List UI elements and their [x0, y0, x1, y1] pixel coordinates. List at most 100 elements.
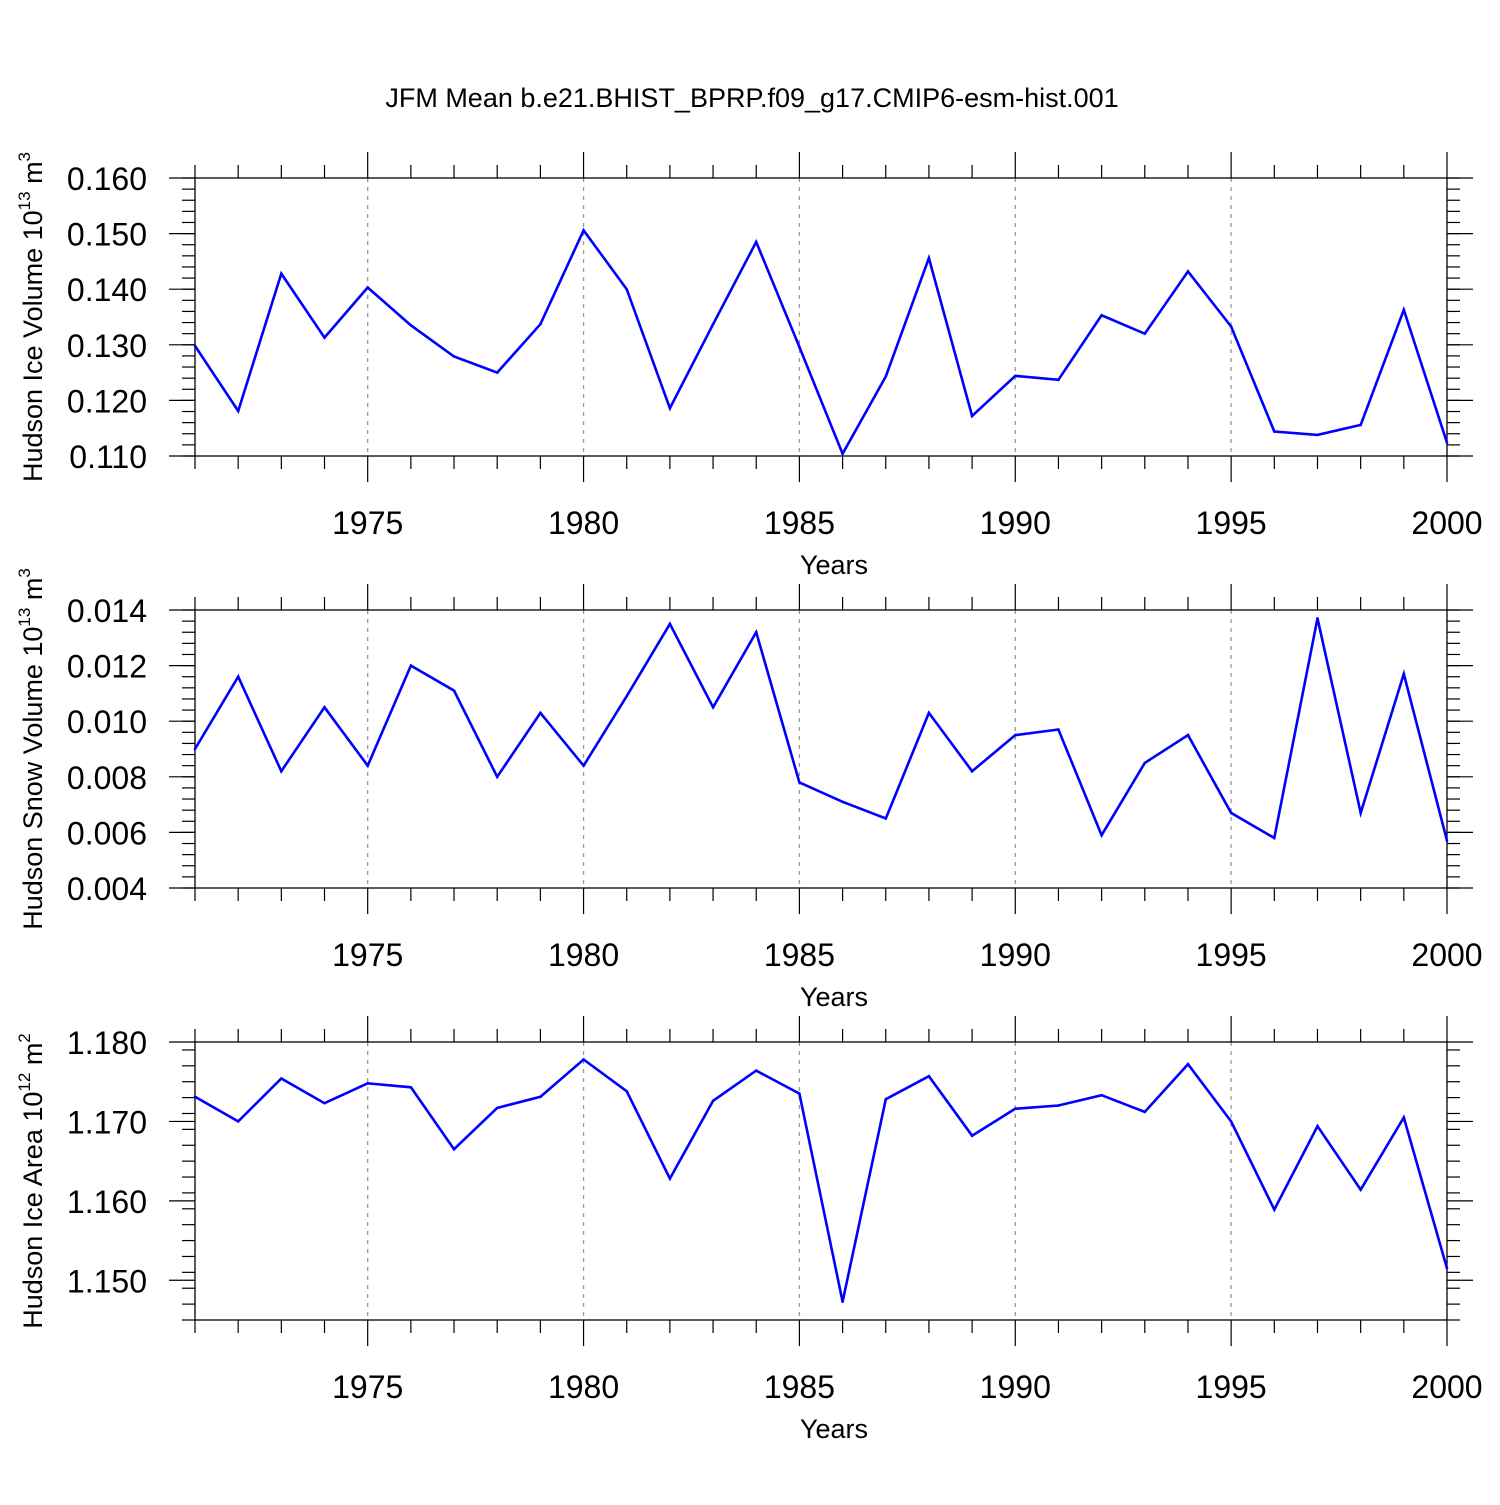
data-point: [841, 800, 844, 804]
data-point: [1186, 270, 1190, 273]
x-axis-title: Years: [800, 982, 868, 1012]
data-point: [1143, 761, 1147, 765]
data-point: [1402, 308, 1406, 312]
data-point: [1013, 733, 1017, 737]
y-axis-title-main: Hudson Ice Volume 10: [18, 210, 48, 482]
data-point: [193, 344, 197, 348]
data-point: [1186, 733, 1190, 737]
data-point: [927, 256, 931, 260]
data-point: [366, 1082, 369, 1085]
y-axis-title: Hudson Ice Area 1012 m2: [15, 1033, 48, 1329]
x-tick-label: 1985: [764, 1369, 835, 1405]
data-point: [884, 1097, 888, 1101]
data-point: [668, 406, 672, 410]
data-point: [366, 764, 369, 767]
series-line: [193, 227, 1449, 457]
plot-frame: [194, 177, 1448, 457]
y-axis-title-exponent: 13: [15, 191, 34, 210]
y-tick-label: 0.014: [67, 593, 147, 629]
data-point: [1229, 811, 1233, 815]
data-point: [1359, 811, 1362, 815]
y-axis-title-unit: m: [18, 578, 48, 608]
x-tick-label: 2000: [1411, 937, 1482, 973]
x-tick-label: 2000: [1411, 1369, 1482, 1405]
data-point: [711, 1099, 715, 1103]
data-point: [1445, 441, 1449, 444]
y-tick-label: 0.140: [67, 272, 147, 308]
x-tick-label: 1985: [764, 505, 835, 541]
plot-frame: [194, 1041, 1448, 1321]
data-point: [1100, 314, 1103, 317]
y-tick-label: 0.004: [67, 871, 147, 907]
data-point: [1273, 836, 1276, 840]
data-point: [798, 345, 801, 349]
y-tick-label: 0.130: [67, 328, 147, 364]
data-point: [1316, 617, 1319, 620]
data-point: [1143, 1110, 1147, 1114]
y-axis-title: Hudson Ice Volume 1013 m3: [15, 152, 48, 482]
data-point: [193, 1095, 197, 1099]
x-tick-label: 1995: [1196, 1369, 1267, 1405]
data-point: [754, 240, 758, 244]
y-tick-label: 0.012: [67, 649, 147, 685]
data-point: [409, 664, 413, 667]
x-tick-label: 1990: [980, 1369, 1051, 1405]
data-point: [452, 355, 456, 358]
y-tick-label: 1.170: [67, 1104, 147, 1140]
data-point: [1316, 433, 1319, 437]
y-axis-title-exponent: 13: [15, 608, 34, 627]
data-point: [970, 769, 974, 773]
x-tick-label: 1990: [980, 937, 1051, 973]
chart-panel-3: 1975 1980 1985 1990 1995 2000 Years 1.150 1.160 1…: [15, 1016, 1483, 1444]
data-point: [1057, 728, 1060, 731]
data-point: [280, 1077, 283, 1080]
x-tick-label: 1975: [332, 937, 403, 973]
y-tick-label: 0.110: [69, 439, 147, 475]
plot-frame: [194, 609, 1448, 889]
data-point: [366, 286, 369, 289]
y-tick-label: 0.010: [67, 704, 147, 740]
data-point: [884, 817, 888, 820]
data-point: [495, 1106, 499, 1110]
data-point: [927, 1074, 931, 1078]
data-point: [754, 630, 758, 634]
series-line: [194, 1057, 1449, 1302]
x-tick-label: 2000: [1411, 505, 1482, 541]
y-axis-title-unit: m: [18, 161, 48, 191]
data-point: [841, 1300, 844, 1304]
data-point: [668, 622, 672, 626]
y-axis-title-exponent: 12: [15, 1073, 34, 1092]
data-point: [1100, 833, 1103, 837]
x-tick-label: 1980: [548, 1369, 619, 1405]
y-axis-title-main: Hudson Snow Volume 10: [18, 627, 48, 930]
y-tick-label: 1.150: [67, 1263, 147, 1299]
data-point: [280, 769, 283, 773]
x-tick-label: 1975: [332, 505, 403, 541]
y-axis-title: Hudson Snow Volume 1013 m3: [15, 568, 48, 930]
y-tick-label: 1.160: [67, 1184, 147, 1220]
x-tick-label: 1995: [1196, 937, 1267, 973]
y-axis-title-unit-exponent: 2: [15, 1033, 34, 1042]
data-point: [1100, 1093, 1103, 1097]
data-point: [970, 1134, 974, 1138]
data-point: [539, 322, 542, 326]
data-point: [1229, 325, 1233, 328]
y-tick-label: 0.150: [67, 217, 147, 253]
data-point: [711, 322, 715, 326]
x-tick-label: 1985: [764, 937, 835, 973]
data-point: [236, 675, 240, 679]
data-point: [409, 324, 413, 327]
x-axis-title: Years: [800, 1414, 868, 1444]
data-point: [495, 775, 499, 779]
data-point: [1402, 1116, 1406, 1119]
figure-title: JFM Mean b.e21.BHIST_BPRP.f09_g17.CMIP6-…: [385, 83, 1118, 113]
y-tick-label: 0.006: [67, 815, 147, 851]
y-tick-label: 0.160: [67, 161, 147, 197]
data-point: [323, 706, 326, 709]
data-point: [582, 228, 585, 232]
data-point: [582, 1058, 585, 1061]
data-point: [1273, 1208, 1276, 1211]
data-point: [1359, 423, 1362, 427]
data-point: [539, 1095, 542, 1099]
data-point: [1229, 1120, 1233, 1123]
